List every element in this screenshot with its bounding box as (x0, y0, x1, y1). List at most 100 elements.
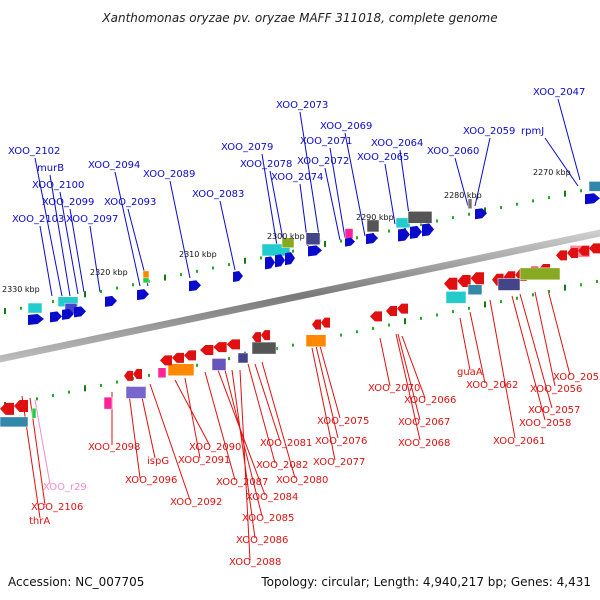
gene-label[interactable]: XOO_2090 (189, 442, 241, 453)
gene-label[interactable]: XOO_2087 (216, 477, 268, 488)
gene-label[interactable]: XOO_2099 (42, 197, 94, 208)
ruler-tick (404, 318, 406, 325)
gene-label[interactable]: XOO_2089 (143, 169, 195, 180)
gene-label[interactable]: XOO_2102 (8, 146, 60, 157)
gene-label[interactable]: rpmJ (521, 126, 544, 137)
gene-label[interactable]: XOO_2097 (66, 214, 118, 225)
tick-label: 2320 kbp (90, 268, 128, 277)
gene-label[interactable]: murB (37, 163, 64, 174)
reverse-gene-arrow (0, 402, 14, 415)
leader-line (149, 383, 191, 501)
gene-label[interactable]: XOO_2060 (427, 146, 479, 157)
tick-labels: 2330 kbp 2320 kbp 2310 kbp 2300 kbp 2290… (2, 168, 571, 294)
gene-label[interactable]: XOO_2059 (463, 126, 515, 137)
feature-box (366, 219, 380, 233)
ruler-tick (580, 283, 582, 287)
gene-label[interactable]: ispG (147, 456, 169, 467)
gene-label[interactable]: XOO_2076 (315, 436, 367, 447)
reverse-gene-arrow (252, 332, 261, 343)
ruler-tick (420, 316, 422, 320)
reverse-gene-arrow (200, 344, 214, 355)
gene-label[interactable]: thrA (29, 516, 50, 527)
gene-label[interactable]: XOO_2072 (297, 156, 349, 167)
gene-label[interactable]: XOO_r29 (43, 482, 87, 493)
gene-label[interactable]: XOO_2078 (240, 159, 292, 170)
gene-label[interactable]: XOO_2093 (104, 197, 156, 208)
reverse-gene-arrow (370, 311, 382, 322)
gene-label[interactable]: XOO_2074 (271, 172, 323, 183)
reverse-gene-arrow (578, 245, 589, 256)
gene-label[interactable]: XOO_2094 (88, 160, 140, 171)
gene-label[interactable]: XOO_2070 (368, 383, 420, 394)
gene-label[interactable]: XOO_2079 (221, 142, 273, 153)
feature-box (27, 302, 43, 314)
forward-gene-arrow (366, 233, 378, 245)
feature-box (125, 386, 147, 399)
gene-label[interactable]: XOO_2069 (320, 121, 372, 132)
ruler-tick (388, 323, 390, 327)
gene-label[interactable]: XOO_2080 (276, 475, 328, 486)
gene-label[interactable]: XOO_2103 (12, 214, 64, 225)
gene-label[interactable]: XOO_2086 (236, 535, 288, 546)
gene-label[interactable]: XOO_2064 (371, 138, 423, 149)
ruler-tick (564, 284, 566, 291)
gene-label[interactable]: XOO_2092 (170, 497, 222, 508)
gene-label[interactable]: XOO_2083 (192, 189, 244, 200)
reverse-gene-arrow (14, 399, 28, 412)
gene-label[interactable]: XOO_2068 (398, 438, 450, 449)
gene-label[interactable]: guaA (457, 367, 483, 378)
forward-gene-arrow (475, 208, 487, 220)
gene-label[interactable]: XOO_2082 (256, 460, 308, 471)
gene-label[interactable]: XOO_2075 (317, 416, 369, 427)
ruler-tick (468, 306, 470, 310)
backbone-line (0, 229, 600, 363)
ruler-tick (356, 330, 358, 334)
accession-text: Accession: NC_007705 (8, 575, 144, 589)
gene-label[interactable]: XOO_2085 (242, 513, 294, 524)
gene-label[interactable]: XOO_2047 (533, 87, 585, 98)
leader-line (454, 157, 469, 207)
gene-label[interactable]: XOO_2065 (357, 152, 409, 163)
gene-label[interactable]: XOO_2071 (300, 136, 352, 147)
gene-label[interactable]: XOO_2100 (32, 180, 84, 191)
map-title: Xanthomonas oryzae pv. oryzae MAFF 31101… (101, 11, 497, 25)
gene-label[interactable]: XOO_2088 (229, 557, 281, 568)
gene-label[interactable]: XOO_2062 (466, 380, 518, 391)
forward-gene-arrow (308, 245, 322, 257)
reverse-gene-arrow (184, 350, 196, 361)
forward-gene-arrow (275, 254, 285, 268)
gene-label[interactable]: XOO_2096 (125, 475, 177, 486)
gene-label[interactable]: XOO_2061 (493, 436, 545, 447)
reverse-gene-arrow (312, 319, 321, 330)
leader-line (59, 191, 79, 295)
gene-label[interactable]: XOO_2098 (88, 442, 140, 453)
leader-line (204, 371, 236, 481)
leader-line (34, 399, 51, 485)
ruler-tick (52, 300, 54, 303)
gene-label[interactable]: XOO_2077 (313, 457, 365, 468)
leader-line (401, 335, 426, 399)
feature-box (211, 358, 227, 371)
forward-gene-arrow (345, 237, 355, 247)
leader-line (261, 153, 279, 253)
tick-label: 2290 kbp (356, 213, 394, 222)
ruler-tick (356, 236, 358, 240)
gene-label[interactable]: XOO_2055 (553, 372, 600, 383)
gene-label[interactable]: XOO_2066 (404, 395, 456, 406)
ruler-tick (36, 397, 38, 401)
tick-label: 2310 kbp (179, 250, 217, 259)
leader-line (39, 225, 53, 297)
gene-label[interactable]: XOO_2056 (530, 384, 582, 395)
ruler-tick (100, 289, 102, 293)
gene-label[interactable]: XOO_2067 (398, 417, 450, 428)
ruler-tick (436, 313, 438, 317)
feature-box (281, 237, 295, 249)
gene-label[interactable]: XOO_2081 (260, 438, 312, 449)
gene-label[interactable]: XOO_2091 (178, 455, 230, 466)
forward-gene-arrow (422, 223, 434, 237)
gene-label[interactable]: XOO_2073 (276, 100, 328, 111)
gene-label[interactable]: XOO_2057 (528, 405, 580, 416)
gene-label[interactable]: XOO_2106 (31, 502, 83, 513)
gene-label[interactable]: XOO_2084 (246, 492, 298, 503)
gene-label[interactable]: XOO_2058 (519, 418, 571, 429)
